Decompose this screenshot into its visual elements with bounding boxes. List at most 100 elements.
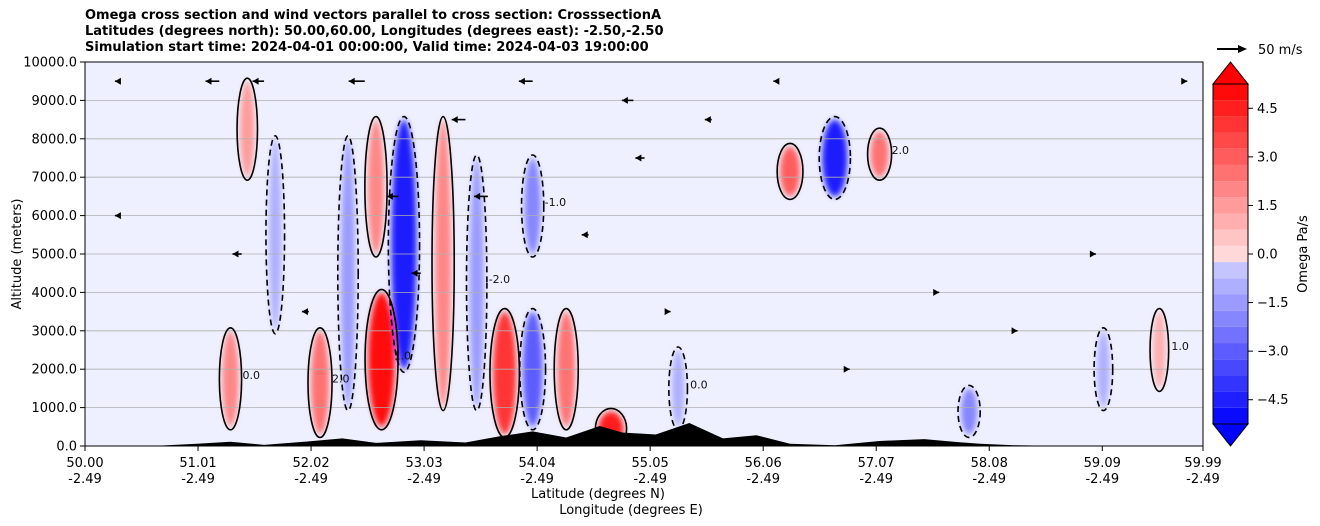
chart-title-line-1: Omega cross section and wind vectors par… — [85, 8, 662, 23]
x-axis-label-longitude: Longitude (degrees E) — [559, 503, 703, 518]
colorbar-tick-label: −3.0 — [1257, 345, 1289, 360]
wind-vector-head — [773, 77, 780, 85]
colorbar-band — [1213, 84, 1248, 101]
x-tick-label-lat: 57.07 — [858, 456, 895, 471]
y-tick-label: 0.0 — [56, 440, 77, 455]
wind-vector — [1011, 327, 1018, 335]
colorbar-label: Omega Pa/s — [1296, 215, 1311, 293]
omega-contour-4 — [336, 135, 359, 412]
y-tick-label: 3000.0 — [32, 324, 78, 339]
wind-vector — [411, 269, 421, 277]
wind-vector-head — [1011, 327, 1018, 335]
wind-vector — [518, 77, 533, 85]
colorbar-band — [1213, 262, 1248, 279]
x-tick-label-lat: 59.99 — [1184, 456, 1221, 471]
omega-contour-7 — [387, 115, 421, 373]
contour-label: -2.0 — [489, 273, 510, 286]
wind-vector-head — [518, 77, 525, 85]
wind-vector-head — [301, 308, 308, 316]
y-tick-label: 7000.0 — [32, 171, 78, 186]
wind-vector-head — [232, 250, 239, 258]
colorbar-band — [1213, 407, 1248, 424]
omega-cell-6 — [368, 292, 396, 427]
omega-cell-19 — [961, 388, 978, 435]
chart-title-line-2: Latitudes (degrees north): 50.00,60.00, … — [85, 24, 664, 39]
x-tick-label-lat: 54.04 — [519, 456, 556, 471]
wind-vector-head — [635, 154, 642, 162]
omega-contour-0 — [218, 326, 243, 431]
wind-vector-head — [843, 365, 850, 373]
contour-label: 2.0 — [892, 144, 910, 157]
x-tick-label-lat: 56.06 — [745, 456, 782, 471]
wind-vector-head — [252, 77, 259, 85]
colorbar-band — [1213, 326, 1248, 344]
wind-vector — [252, 77, 265, 85]
omega-contour-12 — [520, 154, 545, 258]
omega-cell-9 — [469, 157, 484, 408]
omega-contour-9 — [465, 154, 488, 412]
omega-contour-17 — [818, 115, 852, 201]
colorbar-band — [1213, 359, 1248, 376]
x-tick-label-lon: -2.49 — [1085, 472, 1119, 487]
y-tick-label: 2000.0 — [32, 363, 78, 378]
x-tick-label-lon: -2.49 — [972, 472, 1006, 487]
x-tick-label-lon: -2.49 — [181, 472, 215, 487]
y-tick-label: 4000.0 — [32, 286, 78, 301]
wind-vector — [621, 96, 634, 104]
wind-vector-head — [1089, 250, 1096, 258]
x-tick-label-lat: 55.05 — [632, 456, 669, 471]
omega-contour-20 — [1093, 327, 1114, 412]
contour-label: 2.0 — [332, 373, 350, 386]
x-tick-label-lon: -2.49 — [633, 472, 667, 487]
colorbar-tick-label: −1.5 — [1257, 296, 1289, 311]
quiver-key-label: 50 m/s — [1258, 43, 1303, 58]
wind-vector-head — [581, 231, 588, 239]
wind-vector — [635, 154, 645, 162]
colorbar-band — [1213, 181, 1248, 198]
x-tick-label-lat: 51.01 — [179, 456, 216, 471]
colorbar-band — [1213, 375, 1248, 392]
colorbar-band — [1213, 100, 1248, 117]
colorbar-extend-min — [1211, 423, 1250, 447]
colorbar-band — [1213, 132, 1248, 149]
colorbar-tick-label: 3.0 — [1257, 150, 1278, 165]
x-tick-label-lat: 50.00 — [66, 456, 103, 471]
omega-cell-2 — [268, 138, 282, 331]
contour-label: 0.0 — [690, 378, 708, 391]
colorbar-tick-label: −4.5 — [1257, 393, 1289, 408]
x-tick-label-lon: -2.49 — [1186, 472, 1220, 487]
wind-vector-head — [474, 192, 481, 200]
omega-cell-0 — [222, 330, 239, 427]
colorbar-band — [1213, 310, 1248, 327]
wind-vector — [301, 308, 309, 316]
omega-contour-8 — [431, 115, 456, 412]
omega-cell-4 — [340, 138, 356, 408]
contour-label: 0.0 — [242, 369, 259, 382]
omega-contour-16 — [776, 142, 804, 201]
colorbar-band — [1213, 229, 1248, 246]
omega-cell-16 — [780, 146, 800, 197]
colorbar-band — [1213, 148, 1248, 165]
wind-vector — [386, 192, 399, 200]
wind-vector-head — [933, 288, 940, 296]
wind-vector — [704, 116, 712, 124]
wind-vector-head — [114, 212, 121, 220]
omega-contour-11 — [518, 307, 547, 431]
y-tick-label: 6000.0 — [32, 209, 78, 224]
omega-cell-15 — [671, 350, 685, 427]
x-tick-label-lat: 53.03 — [405, 456, 442, 471]
wind-vector — [114, 77, 121, 85]
colorbar-band — [1213, 278, 1248, 295]
wind-vector — [451, 116, 466, 124]
omega-cell-10 — [492, 311, 517, 435]
omega-contour-6 — [364, 288, 399, 431]
omega-contour-21 — [1149, 307, 1170, 393]
contour-label: -1.0 — [545, 196, 566, 209]
quiver-key-arrow-head — [1238, 45, 1247, 53]
wind-vector — [1181, 77, 1188, 85]
colorbar-band — [1213, 245, 1248, 263]
omega-contour-19 — [957, 384, 982, 439]
y-tick-label: 8000.0 — [32, 132, 78, 147]
wind-vector — [232, 250, 242, 258]
